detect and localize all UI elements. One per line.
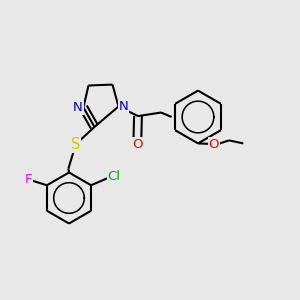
Text: F: F xyxy=(25,173,33,186)
Text: N: N xyxy=(73,101,83,114)
Text: N: N xyxy=(119,100,129,113)
Text: Cl: Cl xyxy=(108,170,121,183)
Text: O: O xyxy=(132,138,143,151)
Text: S: S xyxy=(71,137,81,152)
Text: O: O xyxy=(208,137,219,151)
